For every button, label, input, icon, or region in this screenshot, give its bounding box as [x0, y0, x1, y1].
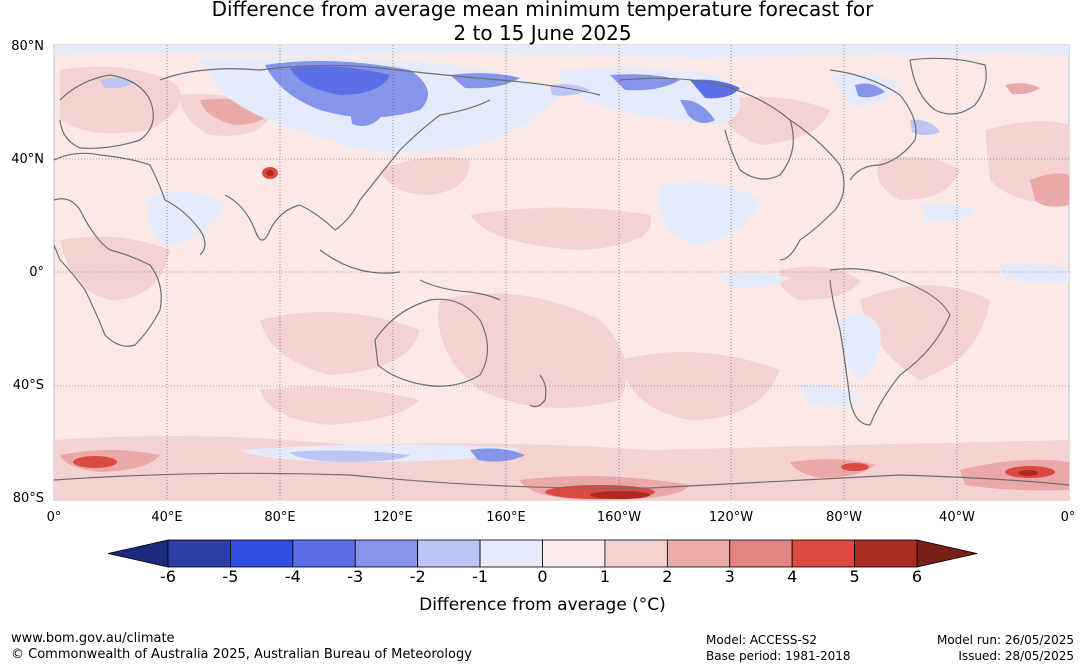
- coastlines: [54, 57, 1069, 489]
- footer-copyright: © Commonwealth of Australia 2025, Austra…: [11, 647, 472, 662]
- colorbar-tick-label: -4: [284, 567, 301, 586]
- lat-label-80s: 80°S: [12, 491, 44, 506]
- colorbar-tick-label: 6: [911, 567, 923, 586]
- footer-issued: Issued: 28/05/2025: [958, 649, 1074, 663]
- lon-label-120w: 120°W: [708, 510, 754, 525]
- chart-title: Difference from average mean minimum tem…: [0, 0, 1085, 45]
- lat-label-40s: 40°S: [12, 378, 44, 393]
- colorbar-extend-high: [916, 539, 978, 568]
- colorbar-swatch: [354, 539, 419, 568]
- lon-label-160w: 160°W: [596, 510, 642, 525]
- colorbar-tick-label: -5: [222, 567, 239, 586]
- colorbar-swatch: [729, 539, 793, 568]
- footer-model-run: Model run: 26/05/2025: [936, 633, 1074, 647]
- colorbar-tick-label: -1: [472, 567, 489, 586]
- forecast-map: [53, 44, 1070, 501]
- lat-label-80n: 80°N: [11, 39, 44, 54]
- lon-label-160e: 160°E: [486, 510, 526, 525]
- title-line-2: 2 to 15 June 2025: [453, 21, 632, 45]
- colorbar-tick-label: 5: [849, 567, 860, 586]
- colorbar-tick-label: 3: [724, 567, 735, 586]
- lat-label-0: 0°: [29, 265, 44, 280]
- lon-label-40e: 40°E: [151, 510, 183, 525]
- colorbar-tick-label: -3: [347, 567, 364, 586]
- lat-label-40n: 40°N: [11, 152, 44, 167]
- lon-label-0-right: 0°: [1060, 510, 1076, 525]
- colorbar-swatch: [417, 539, 481, 568]
- title-line-1: Difference from average mean minimum tem…: [211, 0, 874, 21]
- colorbar-tick-label: 4: [787, 567, 798, 586]
- colorbar-swatch: [854, 539, 918, 568]
- footer-base-period: Base period: 1981-2018: [706, 649, 851, 663]
- colorbar-tick-label: -6: [160, 567, 176, 586]
- colorbar-swatch: [604, 539, 668, 568]
- lon-label-120e: 120°E: [373, 510, 413, 525]
- colorbar-swatch: [292, 539, 356, 568]
- colorbar-swatch: [230, 539, 294, 568]
- colorbar-swatch: [479, 539, 543, 568]
- colorbar-extend-low: [107, 539, 169, 568]
- colorbar-tick-label: 1: [599, 567, 610, 586]
- colorbar-swatch: [167, 539, 231, 568]
- colorbar-tick-label: 0: [537, 567, 548, 586]
- colorbar-swatch: [542, 539, 606, 568]
- colorbar-swatch: [791, 539, 855, 568]
- graticule: [54, 45, 1069, 500]
- colorbar-tick-label: -2: [409, 567, 426, 586]
- colorbar-swatch: [666, 539, 731, 568]
- colorbar: [107, 539, 978, 568]
- lon-label-40w: 40°W: [939, 510, 975, 525]
- footer-website: www.bom.gov.au/climate: [11, 631, 175, 646]
- lon-label-80e: 80°E: [264, 510, 296, 525]
- footer-model: Model: ACCESS-S2: [706, 633, 818, 647]
- lon-label-0-left: 0°: [46, 510, 62, 525]
- colorbar-title: Difference from average (°C): [419, 595, 666, 615]
- colorbar-tick-label: 2: [662, 567, 673, 586]
- lon-label-80w: 80°W: [826, 510, 862, 525]
